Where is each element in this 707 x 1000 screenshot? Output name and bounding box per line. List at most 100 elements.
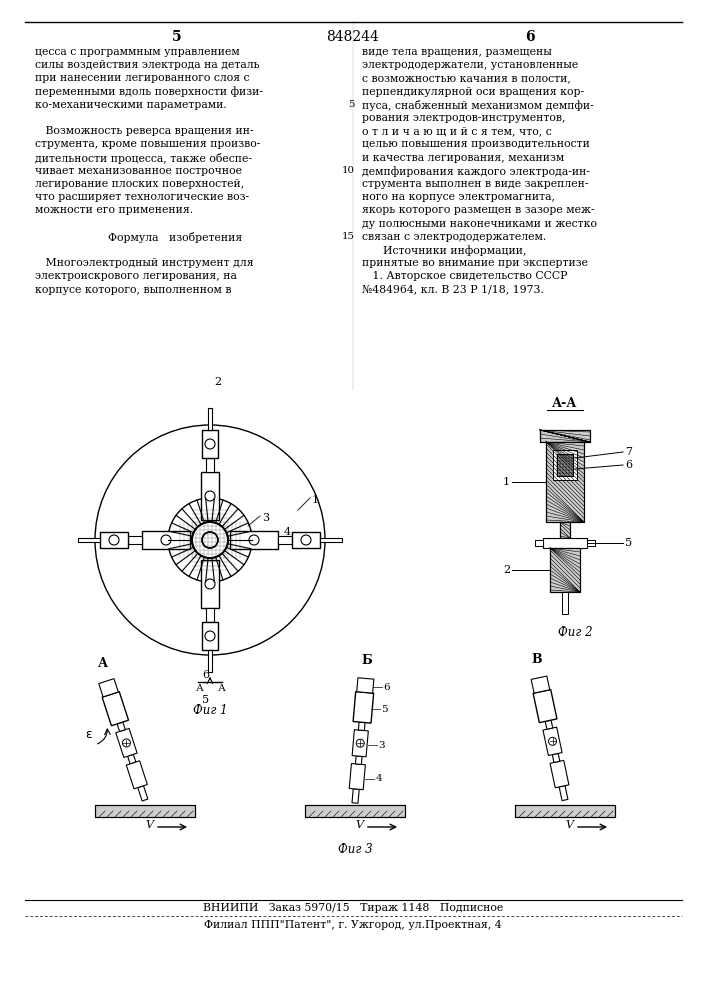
Polygon shape (201, 472, 219, 520)
Text: Многоэлектродный инструмент для: Многоэлектродный инструмент для (35, 258, 254, 268)
Text: электрододержатели, установленные: электрододержатели, установленные (362, 60, 578, 70)
Text: легирование плоских поверхностей,: легирование плоских поверхностей, (35, 179, 244, 189)
Polygon shape (208, 650, 212, 672)
Text: 15: 15 (342, 232, 355, 241)
Bar (560, 522, 570, 538)
Text: 3: 3 (262, 513, 269, 523)
Text: корпусе которого, выполненном в: корпусе которого, выполненном в (35, 285, 231, 295)
Text: струмента выполнен в виде закреплен-: струмента выполнен в виде закреплен- (362, 179, 588, 189)
Text: Фиг 3: Фиг 3 (338, 843, 373, 856)
Polygon shape (533, 690, 557, 723)
Polygon shape (102, 692, 129, 726)
Bar (550, 548, 580, 592)
Text: 5: 5 (625, 538, 632, 548)
Text: ко-механическими параметрами.: ко-механическими параметрами. (35, 100, 227, 110)
Bar (560, 522, 570, 538)
Polygon shape (358, 722, 365, 731)
Text: пуса, снабженный механизмом демпфи-: пуса, снабженный механизмом демпфи- (362, 100, 594, 111)
Polygon shape (202, 622, 218, 650)
Text: виде тела вращения, размещены: виде тела вращения, размещены (362, 47, 552, 57)
Polygon shape (543, 727, 562, 755)
Polygon shape (138, 786, 148, 801)
Text: V: V (355, 820, 363, 830)
Polygon shape (550, 760, 569, 788)
Polygon shape (356, 756, 362, 764)
Circle shape (549, 737, 556, 745)
Text: А-А: А-А (552, 397, 578, 410)
Circle shape (249, 535, 259, 545)
Text: рования электродов-инструментов,: рования электродов-инструментов, (362, 113, 566, 123)
Text: с возможностью качания в полости,: с возможностью качания в полости, (362, 73, 571, 83)
Text: 5: 5 (202, 695, 209, 705)
Text: и качества легирования, механизм: и качества легирования, механизм (362, 153, 564, 163)
Text: дительности процесса, также обеспе-: дительности процесса, также обеспе- (35, 153, 252, 164)
Text: перпендикулярной оси вращения кор-: перпендикулярной оси вращения кор- (362, 87, 584, 97)
Bar (587, 540, 595, 546)
Text: 1: 1 (503, 477, 510, 487)
Bar (546, 442, 584, 522)
Circle shape (122, 739, 131, 747)
Text: о т л и ч а ю щ и й с я тем, что, с: о т л и ч а ю щ и й с я тем, что, с (362, 126, 551, 136)
Text: ВНИИПИ   Заказ 5970/15   Тираж 1148   Подписное: ВНИИПИ Заказ 5970/15 Тираж 1148 Подписно… (203, 903, 503, 913)
Text: 7: 7 (625, 447, 632, 457)
Text: связан с электрододержателем.: связан с электрододержателем. (362, 232, 547, 242)
Text: 848244: 848244 (327, 30, 380, 44)
Text: 2: 2 (214, 377, 221, 387)
Text: 4: 4 (284, 527, 291, 537)
Bar (557, 454, 573, 476)
Bar (540, 430, 590, 442)
Circle shape (192, 522, 228, 558)
Text: чивает механизованное построчное: чивает механизованное построчное (35, 166, 242, 176)
Circle shape (205, 579, 215, 589)
Text: V: V (565, 820, 573, 830)
Polygon shape (292, 532, 320, 548)
Polygon shape (278, 536, 292, 544)
Text: Формула   изобретения: Формула изобретения (108, 232, 242, 243)
Text: ного на корпусе электромагнита,: ного на корпусе электромагнита, (362, 192, 555, 202)
Polygon shape (201, 560, 219, 608)
Text: Источники информации,: Источники информации, (362, 245, 527, 256)
Text: 5: 5 (349, 100, 355, 109)
Bar (305, 805, 405, 817)
Polygon shape (78, 538, 100, 542)
Circle shape (356, 739, 364, 747)
Polygon shape (320, 538, 342, 542)
Bar (515, 805, 615, 817)
Polygon shape (127, 761, 147, 789)
Polygon shape (552, 753, 560, 762)
Text: переменными вдоль поверхности физи-: переменными вдоль поверхности физи- (35, 87, 263, 97)
Text: V: V (145, 820, 153, 830)
Text: 6: 6 (383, 683, 390, 692)
Bar (535, 540, 543, 546)
Circle shape (161, 535, 171, 545)
Polygon shape (116, 728, 137, 757)
Polygon shape (128, 754, 136, 764)
Polygon shape (353, 692, 373, 723)
Text: можности его применения.: можности его применения. (35, 205, 193, 215)
Polygon shape (206, 608, 214, 622)
Text: А: А (196, 684, 204, 693)
Polygon shape (531, 676, 550, 693)
Text: целью повышения производительности: целью повышения производительности (362, 139, 590, 149)
Polygon shape (352, 730, 368, 757)
Bar (543, 538, 587, 548)
Text: Б: Б (361, 654, 373, 667)
Text: струмента, кроме повышения произво-: струмента, кроме повышения произво- (35, 139, 260, 149)
Bar (553, 450, 577, 480)
Text: что расширяет технологические воз-: что расширяет технологические воз- (35, 192, 249, 202)
Circle shape (109, 535, 119, 545)
Text: ε: ε (86, 728, 93, 742)
Text: Филиал ППП"Патент", г. Ужгород, ул.Проектная, 4: Филиал ППП"Патент", г. Ужгород, ул.Проек… (204, 920, 502, 930)
Text: В: В (531, 653, 542, 666)
Bar (562, 592, 568, 614)
Text: 5: 5 (173, 30, 182, 44)
Text: электроискрового легирования, на: электроискрового легирования, на (35, 271, 237, 281)
Bar (550, 548, 580, 592)
Polygon shape (99, 679, 118, 697)
Text: демпфирования каждого электрода-ин-: демпфирования каждого электрода-ин- (362, 166, 590, 177)
Polygon shape (208, 408, 212, 430)
Circle shape (205, 631, 215, 641)
Bar (546, 442, 584, 522)
Polygon shape (128, 536, 142, 544)
Polygon shape (206, 458, 214, 472)
